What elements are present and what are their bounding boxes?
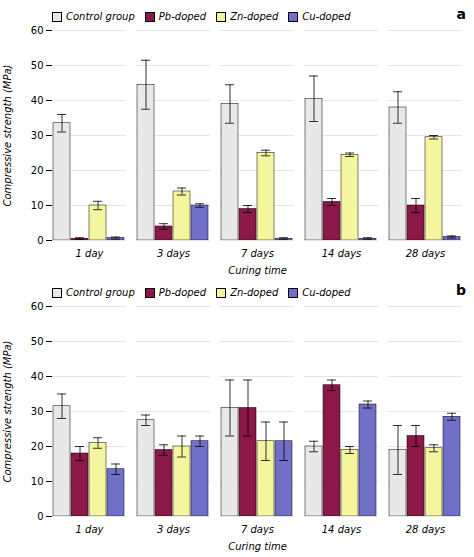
svg-text:10: 10 <box>31 476 44 487</box>
svg-text:50: 50 <box>31 60 44 71</box>
svg-text:14 days: 14 days <box>322 248 362 259</box>
svg-text:20: 20 <box>31 441 44 452</box>
html-text:Cu-doped: Cu-doped <box>302 287 351 298</box>
svg-text:0: 0 <box>37 235 43 246</box>
html-text:Control group: Control group <box>66 11 135 22</box>
html-text:Pb-doped: Pb-doped <box>158 11 207 22</box>
svg-text:0: 0 <box>37 511 43 522</box>
svg-text:Curing time: Curing time <box>228 541 287 552</box>
svg-text:60: 60 <box>31 25 44 36</box>
svg-text:1 day: 1 day <box>76 248 105 259</box>
svg-text:28 days: 28 days <box>406 248 446 259</box>
svg-text:Compressive strength (MPa): Compressive strength (MPa) <box>2 340 13 482</box>
svg-text:3 days: 3 days <box>157 524 190 535</box>
html-text:Cu-doped: Cu-doped <box>302 11 351 22</box>
svg-text:7 days: 7 days <box>241 248 274 259</box>
svg-text:50: 50 <box>31 336 44 347</box>
svg-text:7 days: 7 days <box>241 524 274 535</box>
svg-text:30: 30 <box>31 406 44 417</box>
svg-text:40: 40 <box>31 95 44 106</box>
html-text:Zn-doped: Zn-doped <box>230 11 279 22</box>
html-text:Pb-doped: Pb-doped <box>158 287 207 298</box>
svg-text:10: 10 <box>31 200 44 211</box>
html-text:b: b <box>456 282 466 298</box>
html-text:Zn-doped: Zn-doped <box>230 287 279 298</box>
svg-text:30: 30 <box>31 130 44 141</box>
svg-text:40: 40 <box>31 371 44 382</box>
html-text:Control group: Control group <box>66 287 135 298</box>
svg-text:14 days: 14 days <box>322 524 362 535</box>
svg-text:28 days: 28 days <box>406 524 446 535</box>
svg-text:60: 60 <box>31 301 44 312</box>
svg-text:1 day: 1 day <box>76 524 105 535</box>
svg-text:Compressive strength (MPa): Compressive strength (MPa) <box>2 64 13 206</box>
html-text:a: a <box>456 6 466 22</box>
svg-text:20: 20 <box>31 165 44 176</box>
svg-text:3 days: 3 days <box>157 248 190 259</box>
svg-text:Curing time: Curing time <box>228 265 287 276</box>
